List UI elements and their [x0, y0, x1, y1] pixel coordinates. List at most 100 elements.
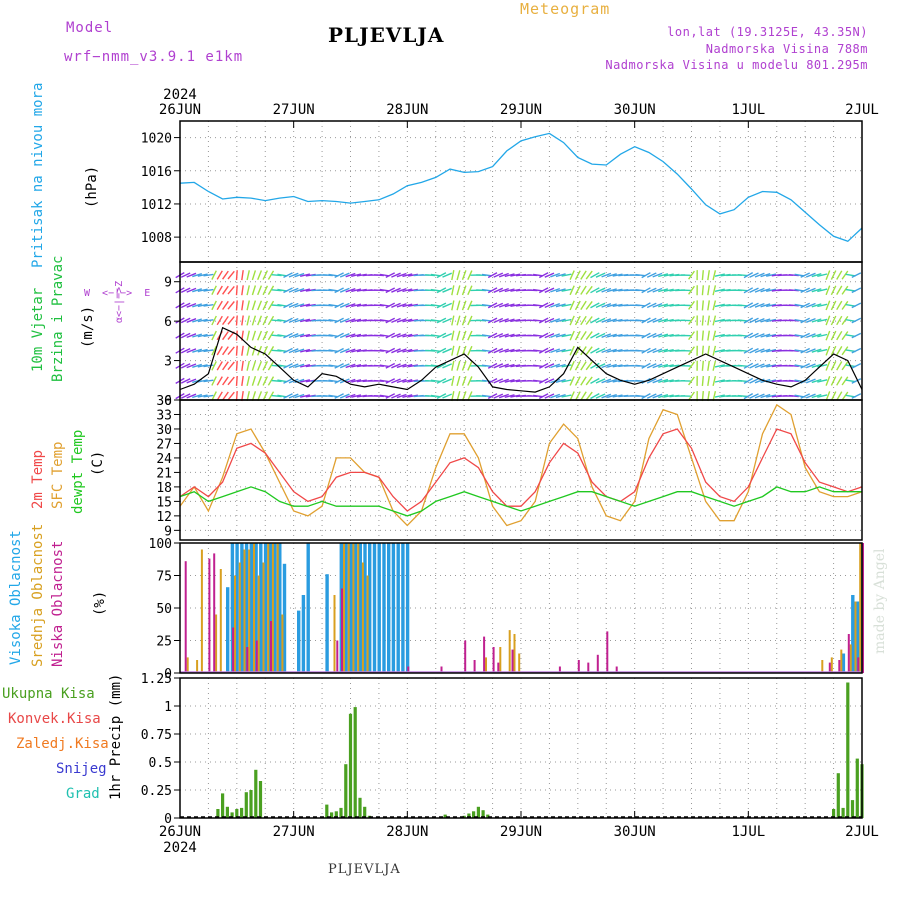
- wind-arrow: [283, 302, 293, 309]
- wind-arrow: [825, 360, 831, 371]
- wind-arrow: [180, 317, 191, 324]
- temp2m-line: [179, 428, 863, 512]
- wind-arrow: [267, 391, 275, 401]
- wind-arrow: [235, 330, 238, 341]
- wind-arrow: [580, 391, 587, 401]
- wind-arrow: [641, 317, 651, 324]
- wind-arrow: [481, 379, 492, 383]
- wind-arrow: [836, 270, 843, 280]
- precip-bar: [481, 810, 485, 818]
- high-cloud-bar: [325, 574, 329, 673]
- precip-bar: [230, 812, 234, 818]
- wind-arrow: [641, 272, 651, 279]
- wind-arrow: [561, 349, 572, 353]
- low-cloud-bar: [246, 647, 249, 673]
- wind-arrow: [283, 347, 293, 354]
- wind-arrow: [663, 318, 674, 323]
- wind-arrow: [456, 315, 461, 326]
- wind-arrow: [385, 302, 396, 309]
- mid-cloud-bar: [281, 614, 284, 673]
- wind-arrow: [737, 289, 748, 292]
- wind-arrow: [601, 378, 612, 384]
- wind-arrow: [612, 273, 623, 277]
- wind-arrow: [283, 317, 293, 324]
- wind-arrow: [825, 300, 831, 311]
- wind-arrow: [652, 272, 663, 278]
- wind-arrow: [294, 288, 305, 293]
- wind-arrow: [192, 363, 203, 368]
- wind-arrow: [595, 272, 606, 278]
- wind-arrow: [569, 270, 575, 280]
- wind-arrow: [800, 287, 811, 294]
- wind-arrow: [345, 318, 356, 323]
- wind-arrow: [707, 300, 710, 311]
- precip-bar: [850, 800, 855, 818]
- wind-arrow: [851, 347, 862, 354]
- temperature-ytick-label: 15: [156, 495, 172, 510]
- wind-arrow: [294, 348, 305, 353]
- wind-arrow: [606, 348, 617, 353]
- wind-arrow: [574, 270, 581, 280]
- ukupna-label: Ukupna Kisa: [2, 686, 95, 702]
- wind-arrow: [641, 362, 651, 369]
- high-cloud-bar: [263, 543, 268, 673]
- wind-arrow: [841, 331, 849, 341]
- wind-arrow: [805, 378, 816, 384]
- wind-arrow: [246, 375, 250, 386]
- wind-arrow: [851, 302, 862, 309]
- wind-arrow: [267, 285, 275, 295]
- cloudiness-ytick-label: 100: [149, 537, 172, 552]
- wind-arrow: [504, 348, 515, 353]
- wind-arrow: [345, 303, 356, 308]
- wind-arrow: [561, 288, 572, 292]
- wind-arrow: [203, 334, 214, 337]
- precip-bar: [258, 781, 263, 818]
- wind-arrow: [766, 288, 777, 292]
- precipitation-ytick-label: 0.5: [149, 756, 172, 771]
- wind-arrow: [262, 270, 269, 280]
- wind-arrow: [493, 272, 504, 278]
- wind-arrow: [743, 347, 754, 354]
- wind-arrow: [569, 360, 575, 371]
- wind-arrow: [493, 393, 504, 399]
- wind-arrow: [658, 333, 669, 338]
- wind-arrow: [334, 332, 344, 339]
- wind-arrow: [707, 315, 710, 326]
- high-cloud-bar: [396, 543, 400, 673]
- wind-arrow: [533, 304, 544, 307]
- wind-arrow: [658, 363, 669, 368]
- wind-arrow: [436, 332, 447, 339]
- low-cloud-bar: [255, 640, 258, 673]
- wind-arrow: [601, 363, 612, 369]
- wind-arrow: [180, 378, 191, 384]
- wind-arrow: [714, 394, 725, 398]
- high-cloud-bar: [282, 563, 287, 673]
- wind-arrow: [227, 391, 235, 401]
- wind-arrow: [461, 330, 467, 341]
- wind-arrow: [294, 272, 305, 278]
- wind-arrow: [504, 394, 515, 398]
- wind-arrow: [836, 376, 843, 386]
- wind-arrow: [504, 303, 515, 308]
- wind-arrow: [334, 393, 344, 399]
- wind-arrow: [825, 270, 831, 281]
- temperature-ytick-label: 18: [156, 481, 172, 496]
- wind-arrow: [481, 273, 492, 277]
- wind-arrow: [235, 270, 238, 281]
- high-cloud-bar: [249, 543, 253, 673]
- wind-arrow: [574, 376, 581, 386]
- wind-arrow: [180, 393, 191, 399]
- wind-arrow: [246, 270, 250, 281]
- wind-arrow: [216, 300, 223, 311]
- wind-arrow: [442, 302, 452, 308]
- wind-arrow: [817, 348, 828, 353]
- wind-arrow: [180, 302, 191, 309]
- precip-bar: [443, 814, 447, 818]
- wind-ytick-label: 3: [164, 355, 172, 370]
- wind-arrow: [830, 376, 837, 386]
- wind-arrow: [574, 345, 581, 356]
- wind-arrow: [663, 273, 674, 277]
- wind-arrow: [385, 287, 396, 294]
- wind-arrow: [451, 270, 455, 281]
